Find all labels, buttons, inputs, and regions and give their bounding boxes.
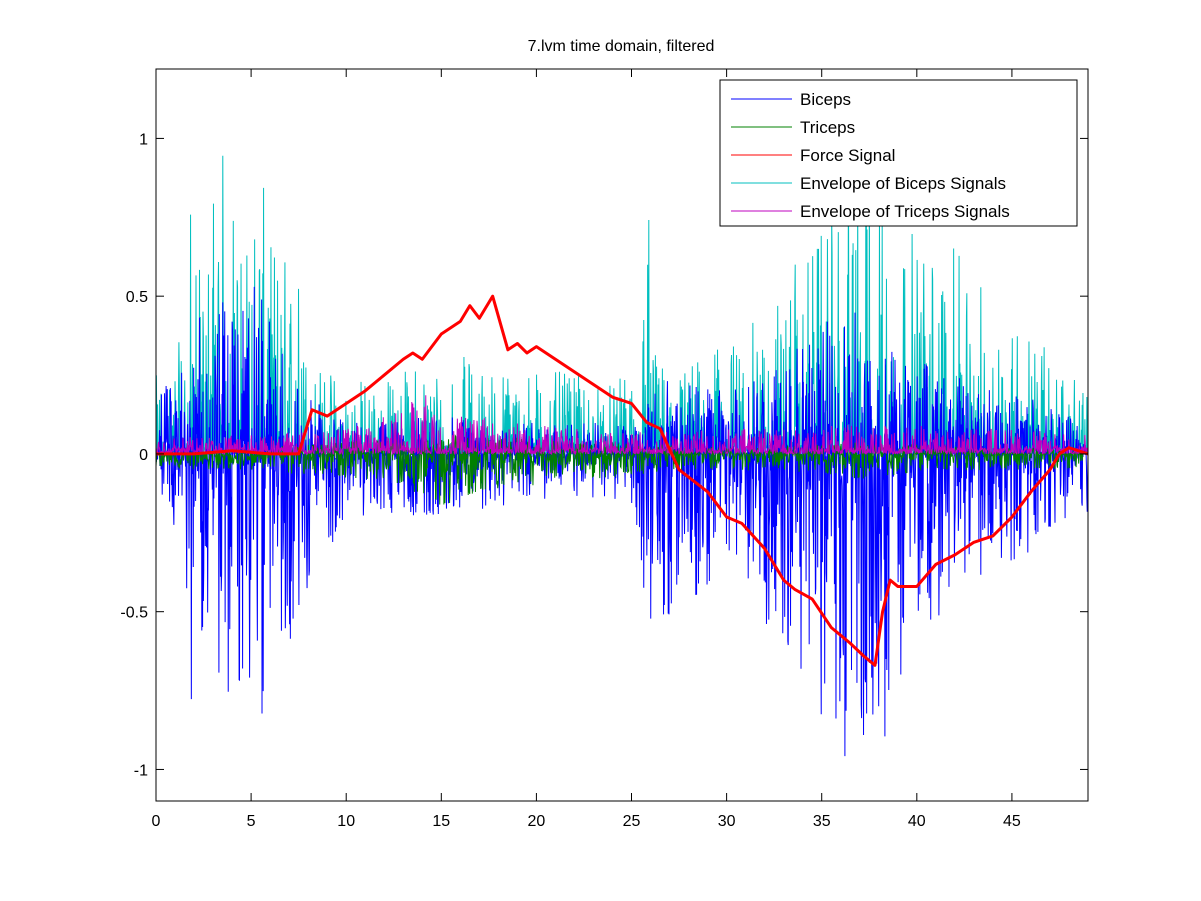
series-biceps (156, 286, 1088, 757)
x-tick-label: 40 (908, 813, 926, 830)
legend-box (719, 79, 1078, 227)
x-tick-label: 45 (1003, 813, 1021, 830)
legend-label-envelope-of-biceps-signals: Envelope of Biceps Signals (800, 174, 1006, 193)
legend-label-force-signal: Force Signal (800, 146, 895, 165)
y-tick-label: 0 (139, 447, 148, 464)
x-tick-label: 10 (337, 813, 355, 830)
plot-area-frame (155, 68, 1089, 802)
x-tick-label: 35 (813, 813, 831, 830)
series-envelope-of-triceps-signals (156, 395, 1088, 456)
series-layer (156, 139, 1088, 757)
x-tick-label: 30 (718, 813, 736, 830)
x-tick-label: 15 (432, 813, 450, 830)
series-force-signal (156, 294, 1088, 667)
chart-title: 7.lvm time domain, filtered (528, 38, 715, 55)
legend: Biceps Triceps Force Signal Envelope of Bic… (719, 79, 1078, 227)
y-tick-label: 0.5 (126, 289, 148, 306)
x-tick-label: 0 (152, 813, 161, 830)
legend-label-envelope-of-triceps-signals: Envelope of Triceps Signals (800, 202, 1010, 221)
y-tick-label: -1 (134, 762, 148, 779)
y-tick-label: 1 (139, 131, 148, 148)
x-tick-label: 20 (528, 813, 546, 830)
x-tick-label: 25 (623, 813, 641, 830)
y-tick-label: -0.5 (120, 605, 148, 622)
x-tick-label: 5 (247, 813, 256, 830)
legend-label-triceps: Triceps (800, 118, 855, 137)
ticks-layer: 0 5 10 15 20 25 30 35 40 45 1 0.5 0 -0.5 -1 (120, 69, 1088, 830)
legend-label-biceps: Biceps (800, 90, 851, 109)
